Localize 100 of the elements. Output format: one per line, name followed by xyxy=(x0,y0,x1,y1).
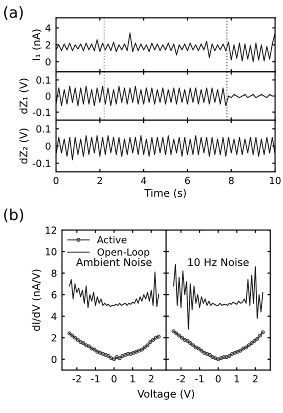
y-tick-label: 2 xyxy=(52,334,56,342)
point xyxy=(194,345,198,350)
point xyxy=(205,352,209,356)
point xyxy=(84,343,88,348)
point xyxy=(182,338,187,342)
point xyxy=(123,353,128,357)
point xyxy=(236,350,240,354)
y-tick-label: 6 xyxy=(52,291,57,298)
point xyxy=(252,339,256,343)
point xyxy=(216,357,220,362)
y-axis-title: I₁ (nA) xyxy=(32,30,42,60)
point xyxy=(118,356,122,360)
point xyxy=(151,338,156,342)
x-tick-label: 10 xyxy=(270,176,281,184)
point xyxy=(67,331,72,336)
point xyxy=(106,354,110,358)
annotation: Ambient Noise xyxy=(76,258,152,266)
y-tick-label: 8 xyxy=(52,270,56,277)
point xyxy=(258,334,262,338)
point xyxy=(128,352,133,356)
point xyxy=(100,352,105,356)
point xyxy=(250,341,254,346)
point xyxy=(180,336,184,340)
x-tick-label: 2 xyxy=(148,375,154,382)
point xyxy=(114,355,119,360)
point xyxy=(92,348,96,352)
x-tick-label: 8 xyxy=(228,176,234,184)
x-axis-title: Time (s) xyxy=(144,188,186,198)
line-series xyxy=(56,32,276,62)
line-series xyxy=(56,135,276,160)
point xyxy=(172,329,176,334)
y-axis-title: dZ₂ (V) xyxy=(19,128,29,164)
y-axis-title: dZ₁ (V) xyxy=(19,78,29,114)
point xyxy=(219,356,223,360)
x-tick-label: 6 xyxy=(185,176,190,184)
y-tick-label: 12 xyxy=(46,226,56,234)
point xyxy=(126,352,130,356)
point xyxy=(81,341,86,346)
point xyxy=(232,350,237,355)
y-tick-label: -0.1 xyxy=(32,160,50,168)
x-tick-label: 2 xyxy=(97,176,102,184)
x-tick-label: 1 xyxy=(234,375,239,382)
x-axis-title: Voltage (V) xyxy=(137,390,194,400)
point xyxy=(246,343,251,348)
point xyxy=(146,343,150,348)
point xyxy=(154,336,158,340)
y-tick-label: 4 xyxy=(45,24,51,32)
point xyxy=(156,334,161,339)
y-tick-label: 0 xyxy=(46,58,51,66)
point xyxy=(230,352,234,356)
x-tick-label: -1 xyxy=(91,375,100,382)
point xyxy=(112,357,116,362)
point xyxy=(224,355,229,360)
y-tick-label: 0.1 xyxy=(36,76,50,84)
point xyxy=(188,341,192,346)
text: (b) xyxy=(4,208,24,222)
y-tick-label: 10 xyxy=(46,248,56,256)
point xyxy=(70,334,74,338)
point xyxy=(142,345,147,350)
y-tick-label: 2 xyxy=(46,41,50,49)
point xyxy=(120,354,124,358)
point xyxy=(132,350,136,355)
x-tick-label: 4 xyxy=(141,176,146,184)
x-tick-label: -1 xyxy=(195,375,204,382)
x-tick-label: 1 xyxy=(130,375,135,382)
point xyxy=(98,350,102,355)
point xyxy=(238,348,242,353)
x-tick-label: -2 xyxy=(176,375,185,382)
point xyxy=(186,339,190,343)
x-tick-label: -2 xyxy=(72,375,81,382)
annotation: 10 Hz Noise xyxy=(188,258,249,266)
point xyxy=(241,346,246,350)
point xyxy=(140,348,144,352)
x-tick-label: 0 xyxy=(216,375,221,382)
point xyxy=(202,350,206,355)
point xyxy=(255,336,260,341)
x-tick-label: 0 xyxy=(112,375,116,382)
y-tick-label: 0.1 xyxy=(36,125,50,133)
point xyxy=(137,348,142,353)
line-series xyxy=(67,331,161,362)
legend-label: Open-Loop xyxy=(98,248,150,258)
point xyxy=(73,336,77,340)
y-tick-label: 0 xyxy=(52,356,56,364)
point xyxy=(95,350,100,354)
x-tick-label: 2 xyxy=(253,375,258,382)
point xyxy=(213,356,218,360)
point xyxy=(76,338,80,342)
y-tick-label: 4 xyxy=(51,312,57,320)
point xyxy=(177,334,182,338)
point xyxy=(208,353,212,357)
point xyxy=(222,355,226,360)
point xyxy=(78,340,83,344)
point xyxy=(109,356,114,360)
y-tick-label: 0 xyxy=(46,92,51,100)
point xyxy=(86,344,91,348)
point xyxy=(200,348,204,353)
point xyxy=(260,330,265,334)
y-tick-label: 0 xyxy=(46,142,51,150)
point xyxy=(227,354,232,358)
point xyxy=(134,350,138,354)
